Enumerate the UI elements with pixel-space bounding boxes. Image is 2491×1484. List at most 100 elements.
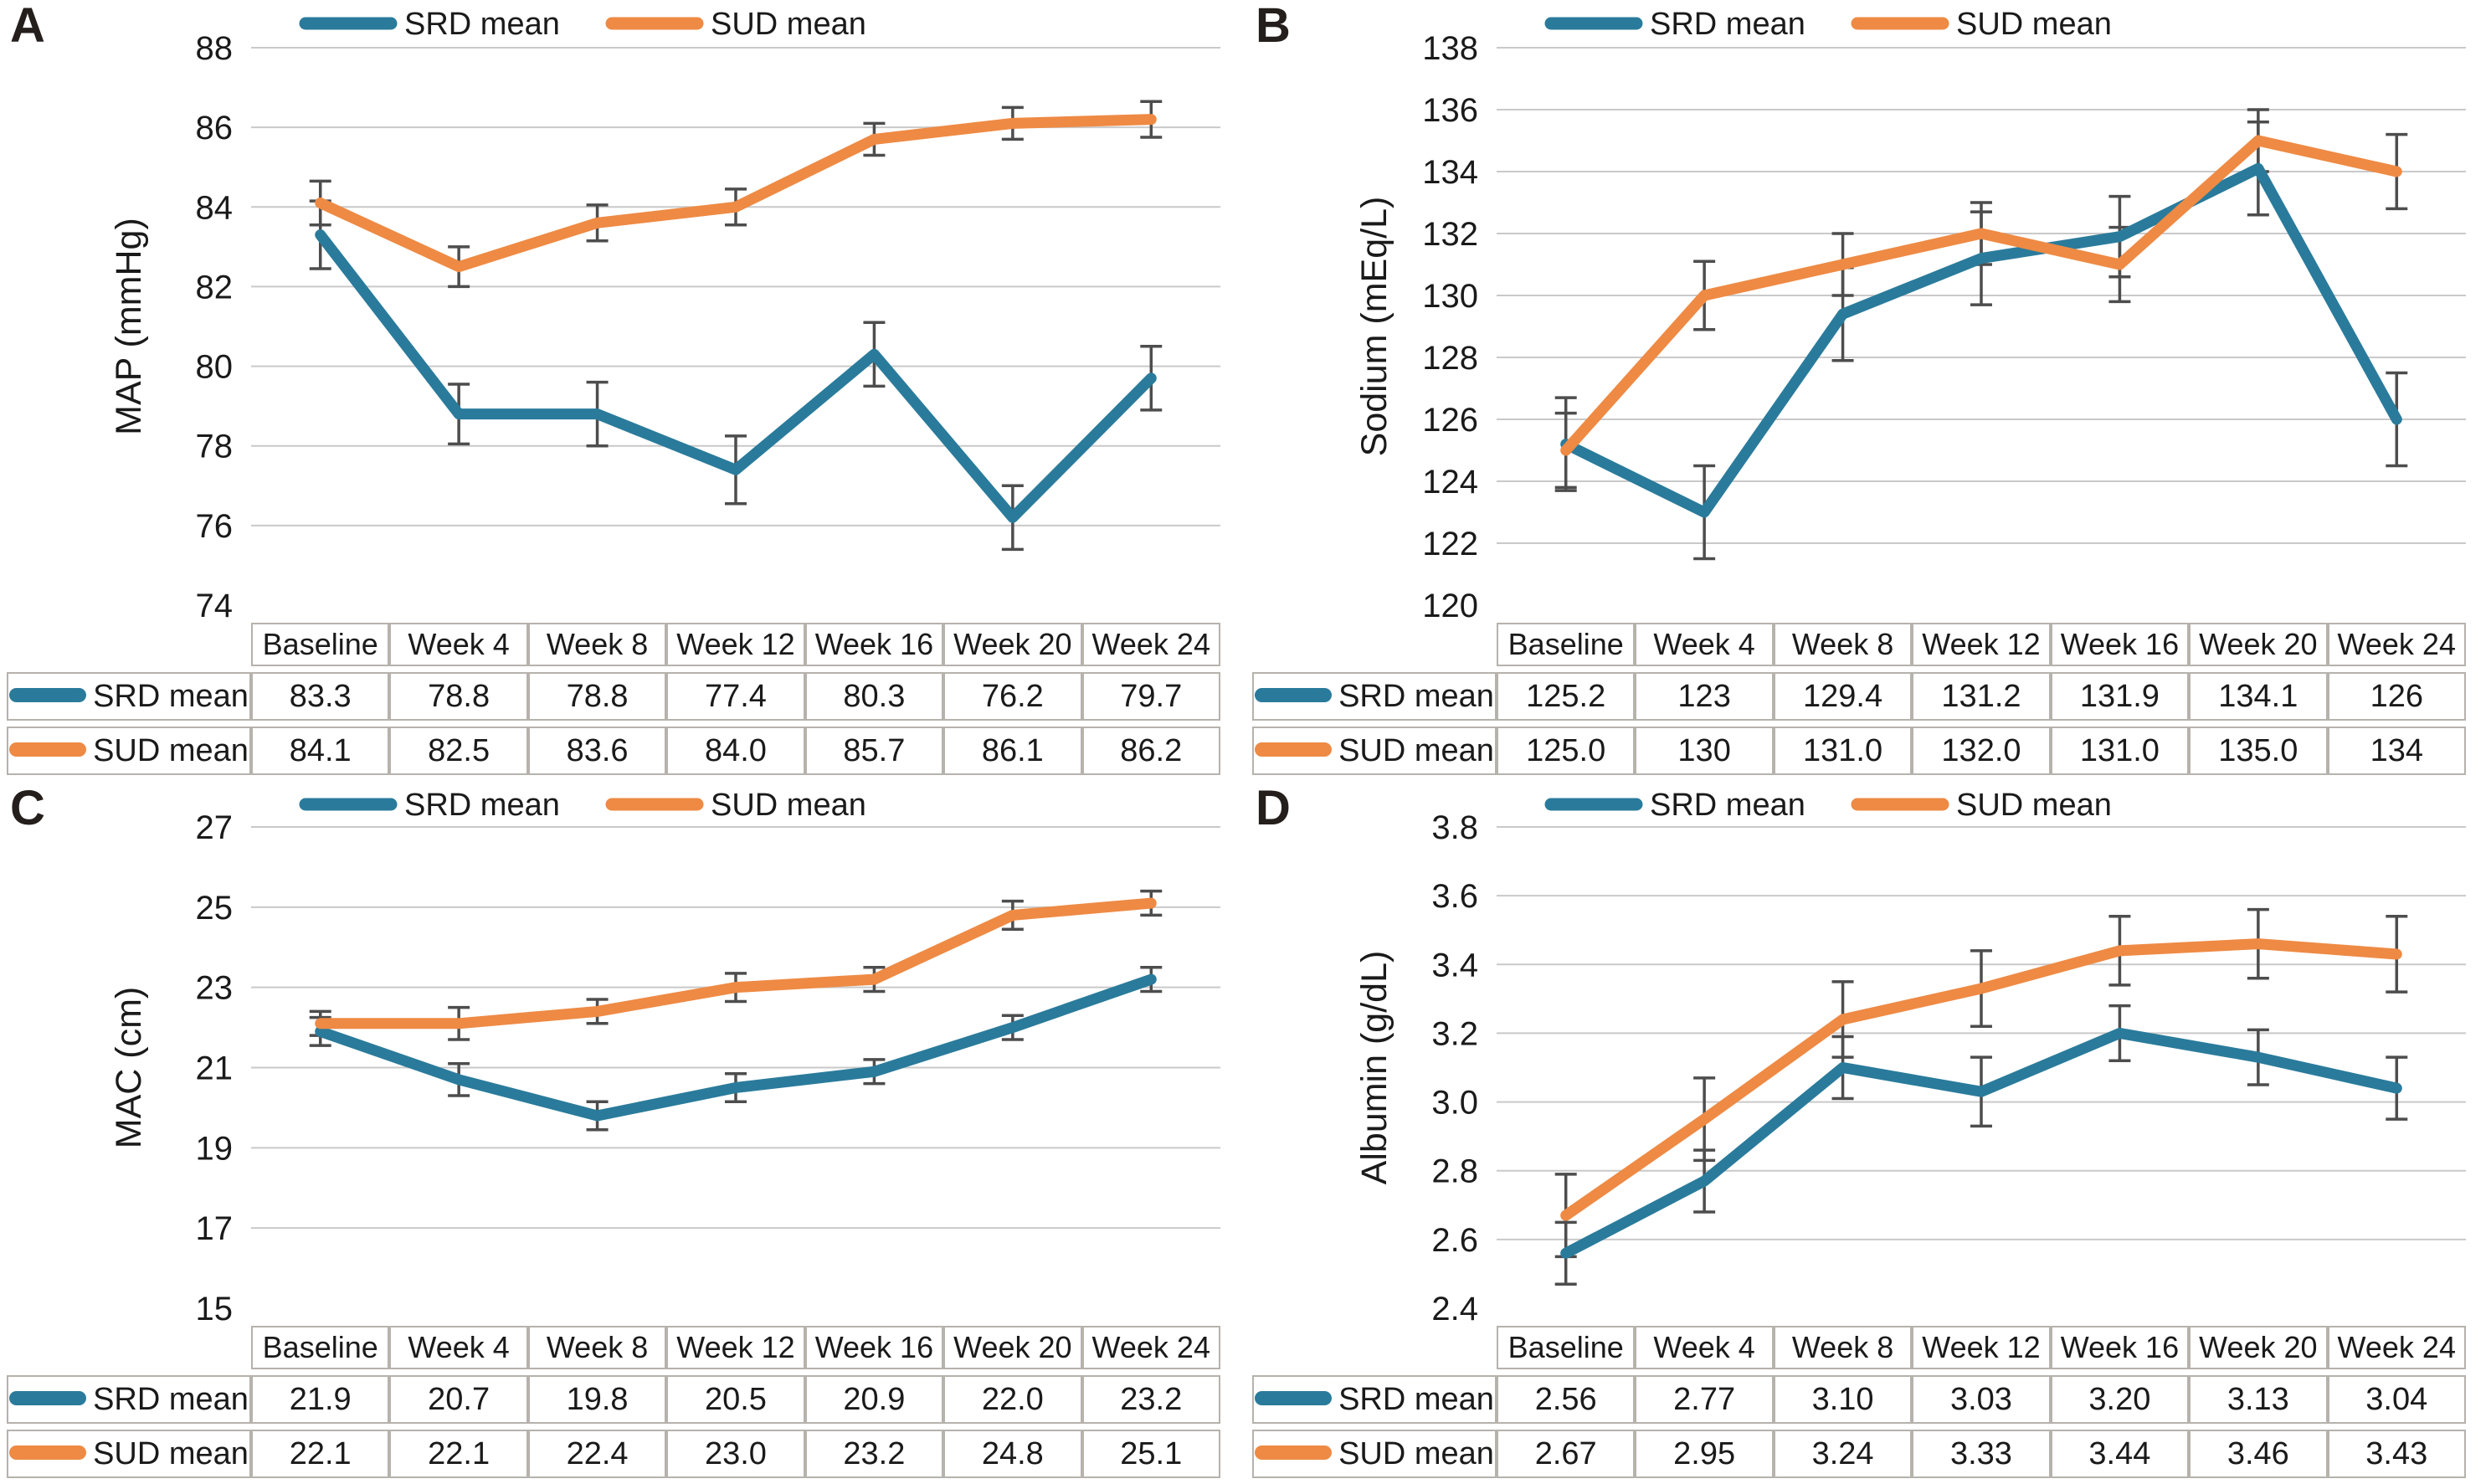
value-cell: 125.2 bbox=[1497, 672, 1636, 721]
value-cell: 20.5 bbox=[666, 1375, 805, 1424]
value-cell: 3.20 bbox=[2050, 1375, 2190, 1424]
value-cell: 76.2 bbox=[943, 672, 1082, 721]
table-row-sud: SUD mean 84.1 82.5 83.6 84.0 85.7 86.1 86.2 bbox=[7, 727, 1220, 775]
value-cell: 20.9 bbox=[804, 1375, 944, 1424]
column-header: Week 8 bbox=[527, 1326, 667, 1369]
value-cell: 22.4 bbox=[527, 1430, 667, 1478]
series-swatch-icon bbox=[1255, 687, 1333, 702]
column-header: Baseline bbox=[251, 1326, 390, 1369]
value-cell: 3.33 bbox=[1912, 1430, 2051, 1478]
panel-letter-a: A bbox=[10, 0, 45, 53]
y-tick-label: 3.4 bbox=[1431, 947, 1478, 983]
value-cell: 131.0 bbox=[1773, 727, 1913, 775]
y-axis-title: MAC (cm) bbox=[109, 987, 149, 1148]
table-row-sud: SUD mean 22.1 22.1 22.4 23.0 23.2 24.8 25.1 bbox=[7, 1430, 1220, 1478]
series-name: SUD mean bbox=[93, 732, 249, 768]
panel-d: D 2.4 2.6 2.8 3.0 3.2 3.4 3.6 3.8 Albumin (g/dL)… bbox=[1246, 783, 2491, 1482]
series-name: SRD mean bbox=[1338, 678, 1494, 714]
value-cell: 86.1 bbox=[943, 727, 1082, 775]
panel-a: A 74 76 78 80 82 84 86 88 MAP (mmHg) SRD mean SUD … bbox=[0, 0, 1246, 783]
legend-label: SUD mean bbox=[1956, 788, 2112, 823]
series-label-cell: SRD mean bbox=[1252, 1375, 1497, 1424]
column-header: Baseline bbox=[1497, 623, 1636, 666]
series-swatch-icon bbox=[9, 742, 87, 757]
value-cell: 23.2 bbox=[804, 1430, 944, 1478]
series-swatch-icon bbox=[1255, 742, 1333, 757]
series-swatch-icon bbox=[1255, 1390, 1333, 1405]
column-header: Week 4 bbox=[1635, 1326, 1774, 1369]
legend-label: SUD mean bbox=[711, 7, 866, 42]
y-axis-title: Sodium (mEq/L) bbox=[1354, 197, 1394, 457]
legend-label: SRD mean bbox=[1650, 7, 1805, 42]
column-header: Week 20 bbox=[943, 623, 1082, 666]
value-cell: 3.04 bbox=[2327, 1375, 2466, 1424]
y-tick-label: 74 bbox=[196, 588, 234, 624]
column-header: Week 20 bbox=[2189, 623, 2328, 666]
y-tick-label: 134 bbox=[1422, 154, 1478, 191]
value-cell: 130 bbox=[1635, 727, 1774, 775]
series-label-cell: SRD mean bbox=[1252, 672, 1497, 721]
series-label-cell: SUD mean bbox=[1252, 727, 1497, 775]
column-header: Week 12 bbox=[1912, 623, 2051, 666]
y-tick-label: 3.6 bbox=[1431, 878, 1478, 915]
column-header: Baseline bbox=[1497, 1326, 1636, 1369]
series-label-cell: SRD mean bbox=[7, 1375, 251, 1424]
value-cell: 78.8 bbox=[527, 672, 667, 721]
panel-letter-c: C bbox=[10, 781, 45, 835]
column-header: Baseline bbox=[251, 623, 390, 666]
series-label-cell: SUD mean bbox=[7, 727, 251, 775]
value-cell: 135.0 bbox=[2189, 727, 2328, 775]
y-tick-label: 132 bbox=[1422, 216, 1478, 253]
y-tick-label: 82 bbox=[196, 269, 234, 306]
y-tick-label: 3.2 bbox=[1431, 1015, 1478, 1052]
y-tick-label: 17 bbox=[196, 1210, 234, 1247]
data-table-a: Baseline Week 4 Week 8 Week 12 Week 16 Week 2… bbox=[7, 617, 1220, 781]
table-corner-blank bbox=[1252, 1326, 1497, 1369]
table-corner-blank bbox=[7, 1326, 251, 1369]
column-header: Week 12 bbox=[1912, 1326, 2051, 1369]
value-cell: 131.0 bbox=[2050, 727, 2190, 775]
value-cell: 125.0 bbox=[1497, 727, 1636, 775]
value-cell: 85.7 bbox=[804, 727, 944, 775]
column-header: Week 24 bbox=[1081, 1326, 1220, 1369]
column-header: Week 16 bbox=[804, 623, 944, 666]
value-cell: 131.2 bbox=[1912, 672, 2051, 721]
value-cell: 2.56 bbox=[1497, 1375, 1636, 1424]
y-tick-label: 122 bbox=[1422, 526, 1478, 562]
column-header: Week 4 bbox=[389, 1326, 528, 1369]
value-cell: 84.1 bbox=[251, 727, 390, 775]
value-cell: 25.1 bbox=[1081, 1430, 1220, 1478]
value-cell: 22.1 bbox=[389, 1430, 528, 1478]
column-header: Week 24 bbox=[1081, 623, 1220, 666]
y-tick-label: 84 bbox=[196, 189, 234, 226]
line-chart-d: 2.4 2.6 2.8 3.0 3.2 3.4 3.6 3.8 Albumin (g/dL) SR… bbox=[1354, 788, 2466, 1327]
series-line-sud bbox=[315, 114, 1157, 273]
series-name: SUD mean bbox=[1338, 732, 1494, 768]
column-header: Week 8 bbox=[1773, 623, 1913, 666]
data-table-d: Baseline Week 4 Week 8 Week 12 Week 16 Week 2… bbox=[1252, 1320, 2466, 1484]
series-name: SUD mean bbox=[1338, 1435, 1494, 1471]
value-cell: 20.7 bbox=[389, 1375, 528, 1424]
table-corner-blank bbox=[1252, 623, 1497, 666]
line-chart-a: 74 76 78 80 82 84 86 88 MAP (mmHg) SRD mean SUD me… bbox=[109, 7, 1220, 624]
column-header: Week 16 bbox=[2050, 623, 2190, 666]
series-line-srd bbox=[1560, 1027, 2402, 1259]
column-header: Week 8 bbox=[1773, 1326, 1913, 1369]
data-table-c: Baseline Week 4 Week 8 Week 12 Week 16 Week 2… bbox=[7, 1320, 1220, 1484]
table-row-sud: SUD mean 125.0 130 131.0 132.0 131.0 135.0 134 bbox=[1252, 727, 2466, 775]
panel-b: B 120 122 124 126 128 130 132 134 136 138 Sodium (… bbox=[1246, 0, 2491, 783]
legend-label: SRD mean bbox=[404, 7, 560, 42]
series-name: SRD mean bbox=[93, 1381, 249, 1417]
data-table-b: Baseline Week 4 Week 8 Week 12 Week 16 Week 2… bbox=[1252, 617, 2466, 781]
y-tick-label: 78 bbox=[196, 429, 234, 465]
value-cell: 78.8 bbox=[389, 672, 528, 721]
value-cell: 129.4 bbox=[1773, 672, 1913, 721]
value-cell: 2.77 bbox=[1635, 1375, 1774, 1424]
value-cell: 123 bbox=[1635, 672, 1774, 721]
value-cell: 3.43 bbox=[2327, 1430, 2466, 1478]
legend-label: SUD mean bbox=[1956, 7, 2112, 42]
table-row-srd: SRD mean 2.56 2.77 3.10 3.03 3.20 3.13 3.04 bbox=[1252, 1375, 2466, 1424]
series-swatch-icon bbox=[1255, 1445, 1333, 1460]
series-line-srd bbox=[315, 973, 1157, 1122]
table-row-srd: SRD mean 125.2 123 129.4 131.2 131.9 134.1 126 bbox=[1252, 672, 2466, 721]
